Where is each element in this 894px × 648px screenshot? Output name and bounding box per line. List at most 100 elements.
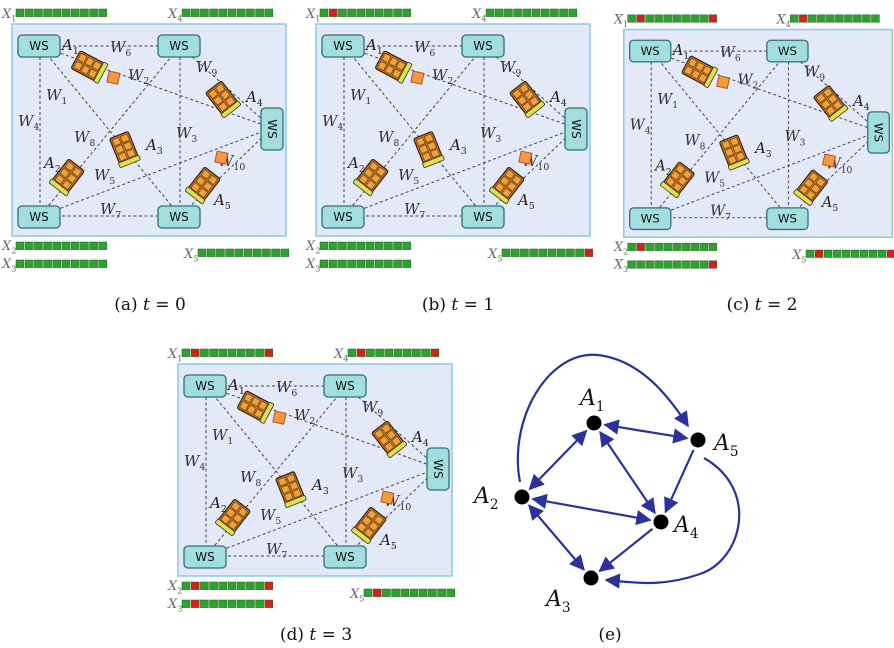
caption-b: (b) t = 1 bbox=[421, 295, 495, 315]
workstation-bottom-middle: WS bbox=[323, 545, 367, 569]
queue-cell-green bbox=[347, 348, 357, 357]
workstation-top-middle: WS bbox=[766, 39, 809, 63]
queue-cell-green bbox=[255, 581, 264, 590]
agent-label-a3: A3 bbox=[753, 140, 772, 160]
edge-label-w3: W3 bbox=[342, 464, 363, 485]
queue-cell-green bbox=[218, 8, 228, 17]
queue-cell-green bbox=[363, 588, 373, 597]
package-box bbox=[380, 490, 395, 505]
queue-cell-green bbox=[209, 599, 218, 608]
ws-label: WS bbox=[473, 39, 492, 53]
ws-label: WS bbox=[431, 459, 445, 478]
queue-cell-red bbox=[708, 14, 717, 23]
queue-cell-green bbox=[61, 8, 71, 17]
queue-cell-green bbox=[501, 248, 511, 257]
queue-cell-green bbox=[690, 14, 699, 23]
queue-cell-green bbox=[52, 8, 62, 17]
queue-cell-green bbox=[181, 348, 191, 357]
graph-node-a2 bbox=[514, 489, 530, 505]
edge-label-w5: W5 bbox=[94, 166, 115, 187]
agent-labels: A1 A2 A3 A4 A5 bbox=[208, 376, 429, 552]
queue-cell-green bbox=[421, 348, 430, 357]
queue-cell-green bbox=[209, 8, 218, 17]
queue-label-x3: X3 bbox=[167, 597, 182, 614]
workstation-top-left: WS bbox=[321, 34, 365, 58]
queue-cell-green bbox=[338, 8, 347, 17]
graph-node-label-a3: A3 bbox=[544, 587, 571, 616]
road-edge bbox=[651, 130, 879, 219]
queue-cell-green bbox=[15, 259, 25, 268]
queue-label-x4: X4 bbox=[167, 7, 182, 24]
queue-cell-green bbox=[356, 241, 366, 250]
agent-labels: A1 A2 A3 A4 A5 bbox=[653, 42, 870, 214]
robot-agent-3 bbox=[719, 134, 750, 171]
graph-nodes: A1 A2 A3 A4 A5 bbox=[472, 386, 739, 616]
agent-label-a3: A3 bbox=[448, 136, 467, 157]
queue-cell-green bbox=[832, 249, 842, 258]
ws-label: WS bbox=[29, 39, 48, 53]
queue-cell-green bbox=[227, 348, 237, 357]
workstation-top-left: WS bbox=[183, 374, 227, 398]
queue-cell-green bbox=[347, 259, 356, 268]
queue-cell-green bbox=[356, 259, 366, 268]
graph-edges bbox=[516, 353, 741, 589]
robot-agent-4 bbox=[371, 421, 407, 458]
robot-agent-2 bbox=[215, 499, 251, 536]
queue-cell-green bbox=[347, 241, 356, 250]
graph-node-a4 bbox=[653, 514, 669, 530]
ws-label: WS bbox=[195, 379, 214, 393]
queue-cell-green bbox=[246, 599, 255, 608]
queue-cell-green bbox=[699, 260, 708, 269]
queue-cell-green bbox=[246, 8, 255, 17]
queue-cell-green bbox=[859, 249, 869, 258]
edge-label-w9: W9 bbox=[804, 64, 825, 84]
queue-cell-green bbox=[808, 14, 817, 23]
graph-edge-a1-a4 bbox=[599, 430, 656, 515]
queue-cell-green bbox=[264, 8, 274, 17]
queue-cell-green bbox=[681, 242, 690, 251]
queue-cell-red bbox=[584, 248, 594, 257]
ws-label: WS bbox=[333, 39, 352, 53]
queue-cell-green bbox=[24, 259, 34, 268]
queue-cell-green bbox=[15, 241, 25, 250]
queue-cell-green bbox=[627, 14, 636, 23]
queue-cell-green bbox=[393, 348, 403, 357]
queue-cell-green bbox=[391, 588, 400, 597]
queue-cell-green bbox=[485, 8, 495, 17]
queue-cell-green bbox=[246, 581, 255, 590]
queue-cell-green bbox=[200, 599, 209, 608]
robot-agent-5 bbox=[185, 167, 221, 204]
queue-cell-green bbox=[862, 14, 871, 23]
workstation-bottom-left: WS bbox=[629, 207, 672, 231]
queue-cell-green bbox=[494, 8, 504, 17]
queue-cell-green bbox=[409, 588, 419, 597]
agent-labels: A1 A2 A3 A4 A5 bbox=[42, 36, 263, 212]
queue-bar-x2 bbox=[15, 241, 108, 250]
package-box bbox=[716, 75, 731, 90]
queue-cell-red bbox=[814, 249, 824, 258]
queue-cell-green bbox=[218, 348, 228, 357]
ws-label: WS bbox=[195, 550, 214, 564]
queue-bar-x4 bbox=[790, 14, 880, 23]
queue-cell-green bbox=[374, 8, 384, 17]
edge-label-w8: W8 bbox=[240, 468, 261, 489]
workstation-top-middle: WS bbox=[157, 34, 201, 58]
agent-labels: A1 A2 A3 A4 A5 bbox=[346, 36, 567, 212]
robot-agent-4 bbox=[813, 85, 849, 122]
robot-agent-1 bbox=[681, 55, 718, 88]
queue-cell-green bbox=[280, 248, 290, 257]
edge-label-w3: W3 bbox=[480, 124, 501, 145]
queue-cell-green bbox=[15, 8, 25, 17]
queue-cell-green bbox=[699, 242, 708, 251]
queue-cell-green bbox=[252, 248, 262, 257]
ws-label: WS bbox=[169, 39, 188, 53]
queue-cell-green bbox=[246, 348, 255, 357]
queue-label-x1: X1 bbox=[1, 7, 16, 24]
panel-background bbox=[315, 23, 591, 237]
queue-cell-green bbox=[428, 588, 437, 597]
queue-cell-green bbox=[708, 242, 717, 251]
queue-cell-green bbox=[80, 241, 89, 250]
queue-cell-green bbox=[375, 348, 384, 357]
queue-cell-green bbox=[853, 14, 862, 23]
